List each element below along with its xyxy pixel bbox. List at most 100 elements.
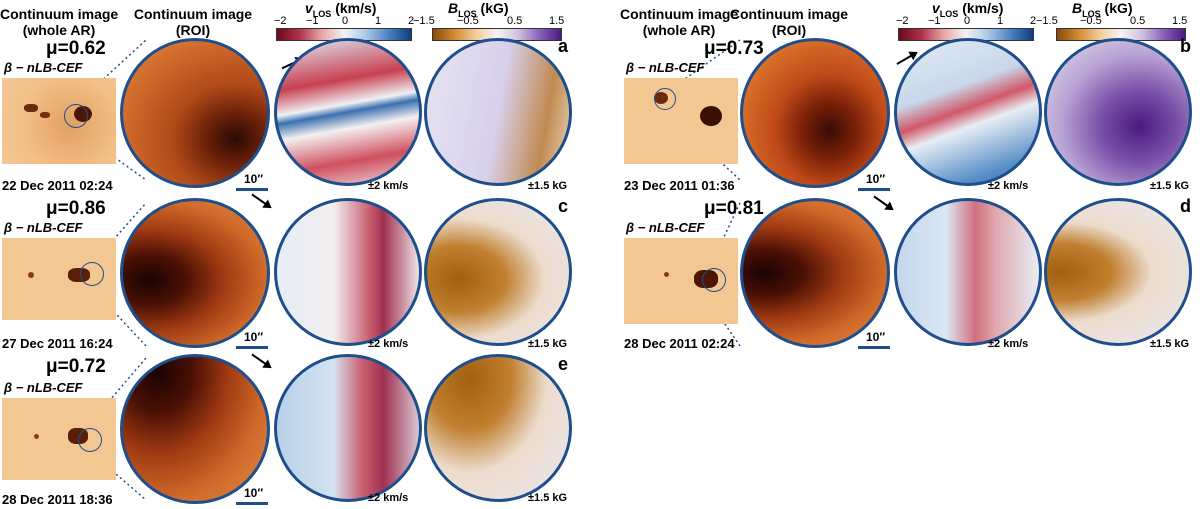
- scale-label: 10′′: [244, 172, 264, 186]
- blos-map-disc: [1044, 198, 1192, 346]
- date-label: 28 Dec 2011 18:36: [2, 492, 113, 507]
- blos-tick: −1.5: [413, 15, 435, 27]
- panel-letter: b: [1180, 36, 1191, 56]
- vlos-range-label: ±2 km/s: [988, 338, 1029, 350]
- blos-unit: (kG): [1100, 0, 1133, 16]
- vlos-symbol: v: [932, 0, 940, 16]
- blos-range-label: ±1.5 kG: [528, 492, 568, 504]
- vlos-symbol: v: [305, 0, 313, 16]
- method-label: β − nLB-CEF: [4, 380, 83, 395]
- roi-continuum-disc: [120, 354, 270, 504]
- header-roi-right: Continuum image (ROI): [714, 6, 864, 38]
- method-label: β − nLB-CEF: [626, 60, 705, 75]
- vlos-colorbar-title: vLOS (km/s): [305, 0, 376, 19]
- vlos-tick: −1: [306, 15, 319, 27]
- panel-letter: e: [558, 354, 569, 374]
- vlos-range-label: ±2 km/s: [368, 492, 409, 504]
- mu-value: μ=0.73: [704, 38, 764, 59]
- vlos-tick: −2: [274, 15, 287, 27]
- header-roi-line1: Continuum image: [133, 6, 253, 22]
- vlos-map-disc: [894, 38, 1042, 186]
- blos-subscript: LOS: [458, 8, 477, 19]
- blos-symbol: B: [448, 0, 459, 16]
- mu-value: μ=0.86: [46, 198, 106, 219]
- scale-bar: [858, 188, 890, 191]
- blos-subscript: LOS: [1082, 8, 1101, 19]
- whole-ar-thumbnail: [624, 238, 738, 324]
- scale-bar: [858, 346, 890, 349]
- mu-value: μ=0.81: [704, 198, 764, 219]
- header-whole-ar-line1: Continuum image: [620, 6, 739, 22]
- blos-unit: (kG): [476, 0, 509, 16]
- vlos-tick: 1: [997, 15, 1004, 27]
- method-label: β − nLB-CEF: [626, 220, 705, 235]
- whole-ar-thumbnail: [2, 78, 116, 164]
- roi-continuum-disc: [740, 198, 890, 348]
- whole-ar-thumbnail: [2, 238, 116, 320]
- header-whole-ar-right: Continuum image (whole AR): [620, 6, 738, 38]
- header-whole-ar: Continuum image (whole AR): [0, 6, 118, 38]
- vlos-range-label: ±2 km/s: [368, 338, 409, 350]
- vlos-map-disc: [274, 354, 422, 502]
- vlos-tick: 2: [1030, 15, 1037, 27]
- scale-bar: [236, 502, 268, 505]
- scale-label: 10′′: [244, 330, 264, 344]
- date-label: 28 Dec 2011 02:24: [624, 336, 735, 351]
- scale-bar: [236, 188, 268, 191]
- blos-tick: −0.5: [457, 15, 479, 27]
- blos-tick: −1.5: [1036, 15, 1058, 27]
- panel-letter: c: [558, 196, 569, 216]
- blos-tick: 0.5: [507, 15, 523, 27]
- vlos-tick: 0: [964, 15, 971, 27]
- method-label: β − nLB-CEF: [4, 60, 83, 75]
- vlos-map-disc: [894, 198, 1042, 346]
- header-whole-ar-line2: (whole AR): [642, 22, 716, 38]
- blos-range-label: ±1.5 kG: [528, 180, 568, 192]
- roi-continuum-disc: [120, 38, 270, 188]
- date-label: 23 Dec 2011 01:36: [624, 178, 735, 193]
- blos-tick: −0.5: [1080, 15, 1102, 27]
- vlos-map-disc: [274, 198, 422, 346]
- vlos-tick: −1: [928, 15, 941, 27]
- scale-bar: [236, 346, 268, 349]
- blos-symbol: B: [1072, 0, 1083, 16]
- blos-tick: 0.5: [1130, 15, 1146, 27]
- vlos-colorbar-title-right: vLOS (km/s): [932, 0, 1003, 19]
- vlos-unit: (km/s): [958, 0, 1004, 16]
- header-whole-ar-line2: (whole AR): [22, 22, 96, 38]
- whole-ar-thumbnail: [2, 398, 116, 480]
- method-label: β − nLB-CEF: [4, 220, 83, 235]
- panel-letter: d: [1180, 196, 1191, 216]
- blos-range-label: ±1.5 kG: [1150, 180, 1190, 192]
- scale-label: 10′′: [866, 330, 886, 344]
- roi-continuum-disc: [740, 38, 890, 188]
- mu-value: μ=0.62: [46, 38, 106, 59]
- mu-value: μ=0.72: [46, 356, 106, 377]
- vlos-tick: −2: [896, 15, 909, 27]
- header-whole-ar-line1: Continuum image: [0, 6, 119, 22]
- panel-letter: a: [558, 36, 569, 56]
- blos-colorbar-title-right: BLOS (kG): [1072, 0, 1133, 19]
- blos-map-disc: [1044, 38, 1192, 186]
- header-roi-line1: Continuum image: [729, 6, 849, 22]
- vlos-subscript: LOS: [312, 8, 332, 19]
- scale-label: 10′′: [244, 486, 264, 500]
- date-label: 27 Dec 2011 16:24: [2, 336, 113, 351]
- header-roi-line2: (ROI): [771, 22, 807, 38]
- date-label: 22 Dec 2011 02:24: [2, 178, 113, 193]
- vlos-subscript: LOS: [939, 8, 959, 19]
- roi-continuum-disc: [120, 198, 270, 348]
- vlos-range-label: ±2 km/s: [988, 180, 1029, 192]
- vlos-tick: 0: [342, 15, 349, 27]
- whole-ar-thumbnail: [624, 78, 738, 164]
- vlos-unit: (km/s): [331, 0, 377, 16]
- vlos-tick: 2: [408, 15, 415, 27]
- vlos-map-disc: [274, 38, 422, 186]
- blos-colorbar-title: BLOS (kG): [448, 0, 509, 19]
- blos-range-label: ±1.5 kG: [528, 338, 568, 350]
- blos-map-disc: [424, 354, 572, 502]
- vlos-tick: 1: [375, 15, 382, 27]
- blos-tick: 1.5: [549, 15, 565, 27]
- blos-map-disc: [424, 198, 572, 346]
- blos-range-label: ±1.5 kG: [1150, 338, 1190, 350]
